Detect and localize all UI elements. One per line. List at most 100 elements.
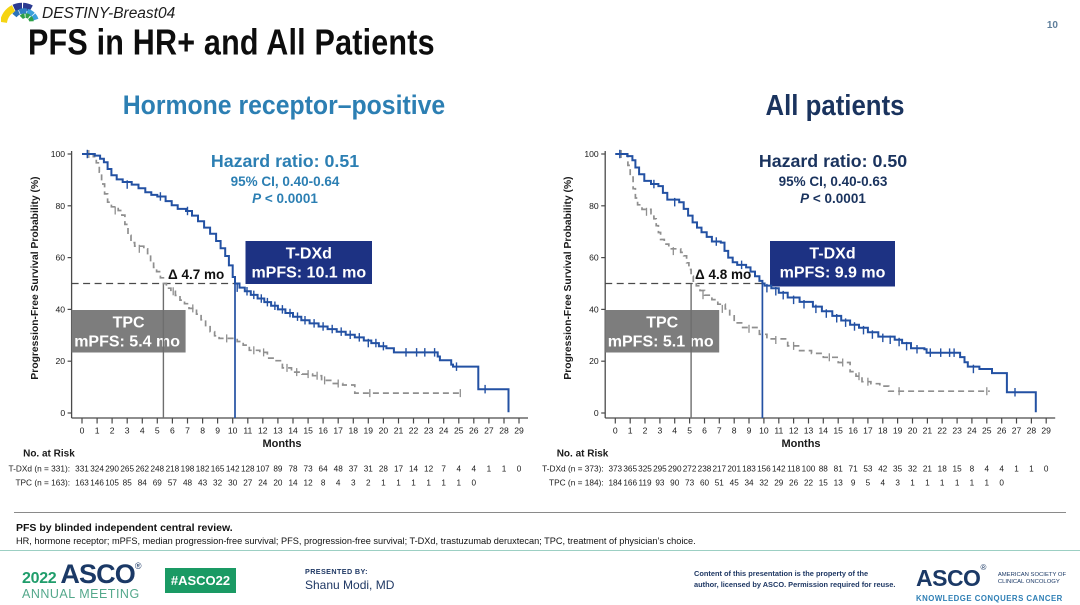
svg-text:25: 25 — [454, 426, 464, 436]
svg-text:24: 24 — [258, 479, 268, 488]
svg-text:18: 18 — [878, 426, 888, 436]
svg-text:T-DXd: T-DXd — [809, 246, 855, 263]
svg-text:19: 19 — [893, 426, 903, 436]
svg-text:23: 23 — [952, 426, 962, 436]
svg-text:81: 81 — [834, 465, 844, 474]
svg-text:1: 1 — [1014, 465, 1019, 474]
svg-text:20: 20 — [908, 426, 918, 436]
svg-text:0: 0 — [60, 408, 65, 418]
svg-text:2: 2 — [643, 426, 648, 436]
svg-text:40: 40 — [56, 304, 66, 314]
svg-text:1: 1 — [441, 479, 446, 488]
svg-text:No. at Risk: No. at Risk — [557, 449, 609, 460]
svg-text:365: 365 — [623, 465, 637, 474]
svg-text:88: 88 — [819, 465, 829, 474]
svg-text:17: 17 — [333, 426, 343, 436]
svg-text:20: 20 — [273, 479, 283, 488]
svg-text:mPFS: 9.9 mo: mPFS: 9.9 mo — [780, 265, 886, 282]
svg-text:119: 119 — [638, 479, 651, 488]
svg-text:Months: Months — [781, 438, 820, 450]
svg-text:28: 28 — [1027, 426, 1037, 436]
svg-text:TPC (n = 184):: TPC (n = 184): — [549, 478, 604, 488]
svg-text:4: 4 — [140, 426, 145, 436]
svg-text:1: 1 — [940, 479, 945, 488]
svg-text:142: 142 — [772, 465, 786, 474]
svg-text:8: 8 — [321, 479, 326, 488]
svg-text:5: 5 — [866, 479, 871, 488]
svg-text:48: 48 — [334, 465, 344, 474]
svg-text:Progression-Free Survival Prob: Progression-Free Survival Probability (%… — [563, 176, 574, 379]
svg-text:17: 17 — [863, 426, 873, 436]
svg-text:14: 14 — [288, 426, 298, 436]
svg-text:4: 4 — [457, 465, 462, 474]
svg-text:1: 1 — [457, 479, 462, 488]
svg-text:100: 100 — [51, 149, 66, 159]
svg-text:4: 4 — [472, 465, 477, 474]
svg-text:21: 21 — [923, 426, 933, 436]
svg-text:14: 14 — [819, 426, 829, 436]
svg-text:89: 89 — [273, 465, 283, 474]
svg-text:45: 45 — [730, 479, 740, 488]
svg-text:73: 73 — [685, 479, 695, 488]
svg-text:100: 100 — [584, 149, 599, 159]
svg-text:14: 14 — [288, 479, 298, 488]
svg-text:15: 15 — [953, 465, 963, 474]
svg-text:272: 272 — [683, 465, 697, 474]
svg-text:331: 331 — [75, 465, 89, 474]
svg-text:6: 6 — [170, 426, 175, 436]
svg-text:32: 32 — [759, 479, 769, 488]
svg-text:1: 1 — [487, 465, 492, 474]
svg-text:Δ 4.8 mo: Δ 4.8 mo — [695, 267, 751, 282]
svg-text:No. at Risk: No. at Risk — [23, 449, 75, 460]
svg-text:262: 262 — [135, 465, 149, 474]
svg-text:10: 10 — [228, 426, 238, 436]
svg-text:201: 201 — [727, 465, 741, 474]
svg-text:1: 1 — [95, 426, 100, 436]
svg-text:22: 22 — [937, 426, 947, 436]
svg-text:2: 2 — [110, 426, 115, 436]
svg-text:1: 1 — [955, 479, 960, 488]
svg-text:57: 57 — [168, 479, 178, 488]
svg-text:53: 53 — [863, 465, 873, 474]
svg-text:78: 78 — [288, 465, 298, 474]
svg-text:40: 40 — [589, 304, 599, 314]
svg-text:T-DXd: T-DXd — [286, 246, 332, 263]
svg-text:184: 184 — [608, 479, 622, 488]
svg-text:0: 0 — [80, 426, 85, 436]
svg-text:183: 183 — [742, 465, 756, 474]
svg-text:34: 34 — [744, 479, 754, 488]
svg-text:182: 182 — [196, 465, 210, 474]
svg-text:18: 18 — [349, 426, 359, 436]
svg-text:73: 73 — [304, 465, 314, 474]
svg-text:128: 128 — [241, 465, 255, 474]
svg-text:324: 324 — [90, 465, 104, 474]
svg-text:Months: Months — [262, 438, 301, 450]
svg-text:1: 1 — [628, 426, 633, 436]
svg-text:71: 71 — [849, 465, 859, 474]
svg-text:24: 24 — [439, 426, 449, 436]
svg-text:35: 35 — [893, 465, 903, 474]
svg-text:0: 0 — [472, 479, 477, 488]
svg-text:100: 100 — [802, 465, 816, 474]
svg-text:T-DXd (n = 373):: T-DXd (n = 373): — [542, 464, 604, 474]
svg-text:12: 12 — [258, 426, 268, 436]
svg-text:1: 1 — [381, 479, 386, 488]
svg-text:265: 265 — [120, 465, 134, 474]
svg-text:2: 2 — [366, 479, 371, 488]
svg-text:27: 27 — [484, 426, 494, 436]
svg-text:5: 5 — [687, 426, 692, 436]
svg-text:64: 64 — [319, 465, 329, 474]
svg-text:29: 29 — [774, 479, 784, 488]
svg-text:9: 9 — [851, 479, 856, 488]
svg-text:14: 14 — [409, 465, 419, 474]
svg-text:27: 27 — [1012, 426, 1022, 436]
svg-text:325: 325 — [638, 465, 652, 474]
svg-text:5: 5 — [155, 426, 160, 436]
svg-text:0: 0 — [1044, 465, 1049, 474]
svg-text:mPFS: 5.4 mo: mPFS: 5.4 mo — [74, 334, 180, 351]
svg-text:248: 248 — [150, 465, 164, 474]
svg-text:18: 18 — [938, 465, 948, 474]
svg-text:3: 3 — [125, 426, 130, 436]
svg-text:37: 37 — [349, 465, 359, 474]
svg-text:1: 1 — [910, 479, 915, 488]
